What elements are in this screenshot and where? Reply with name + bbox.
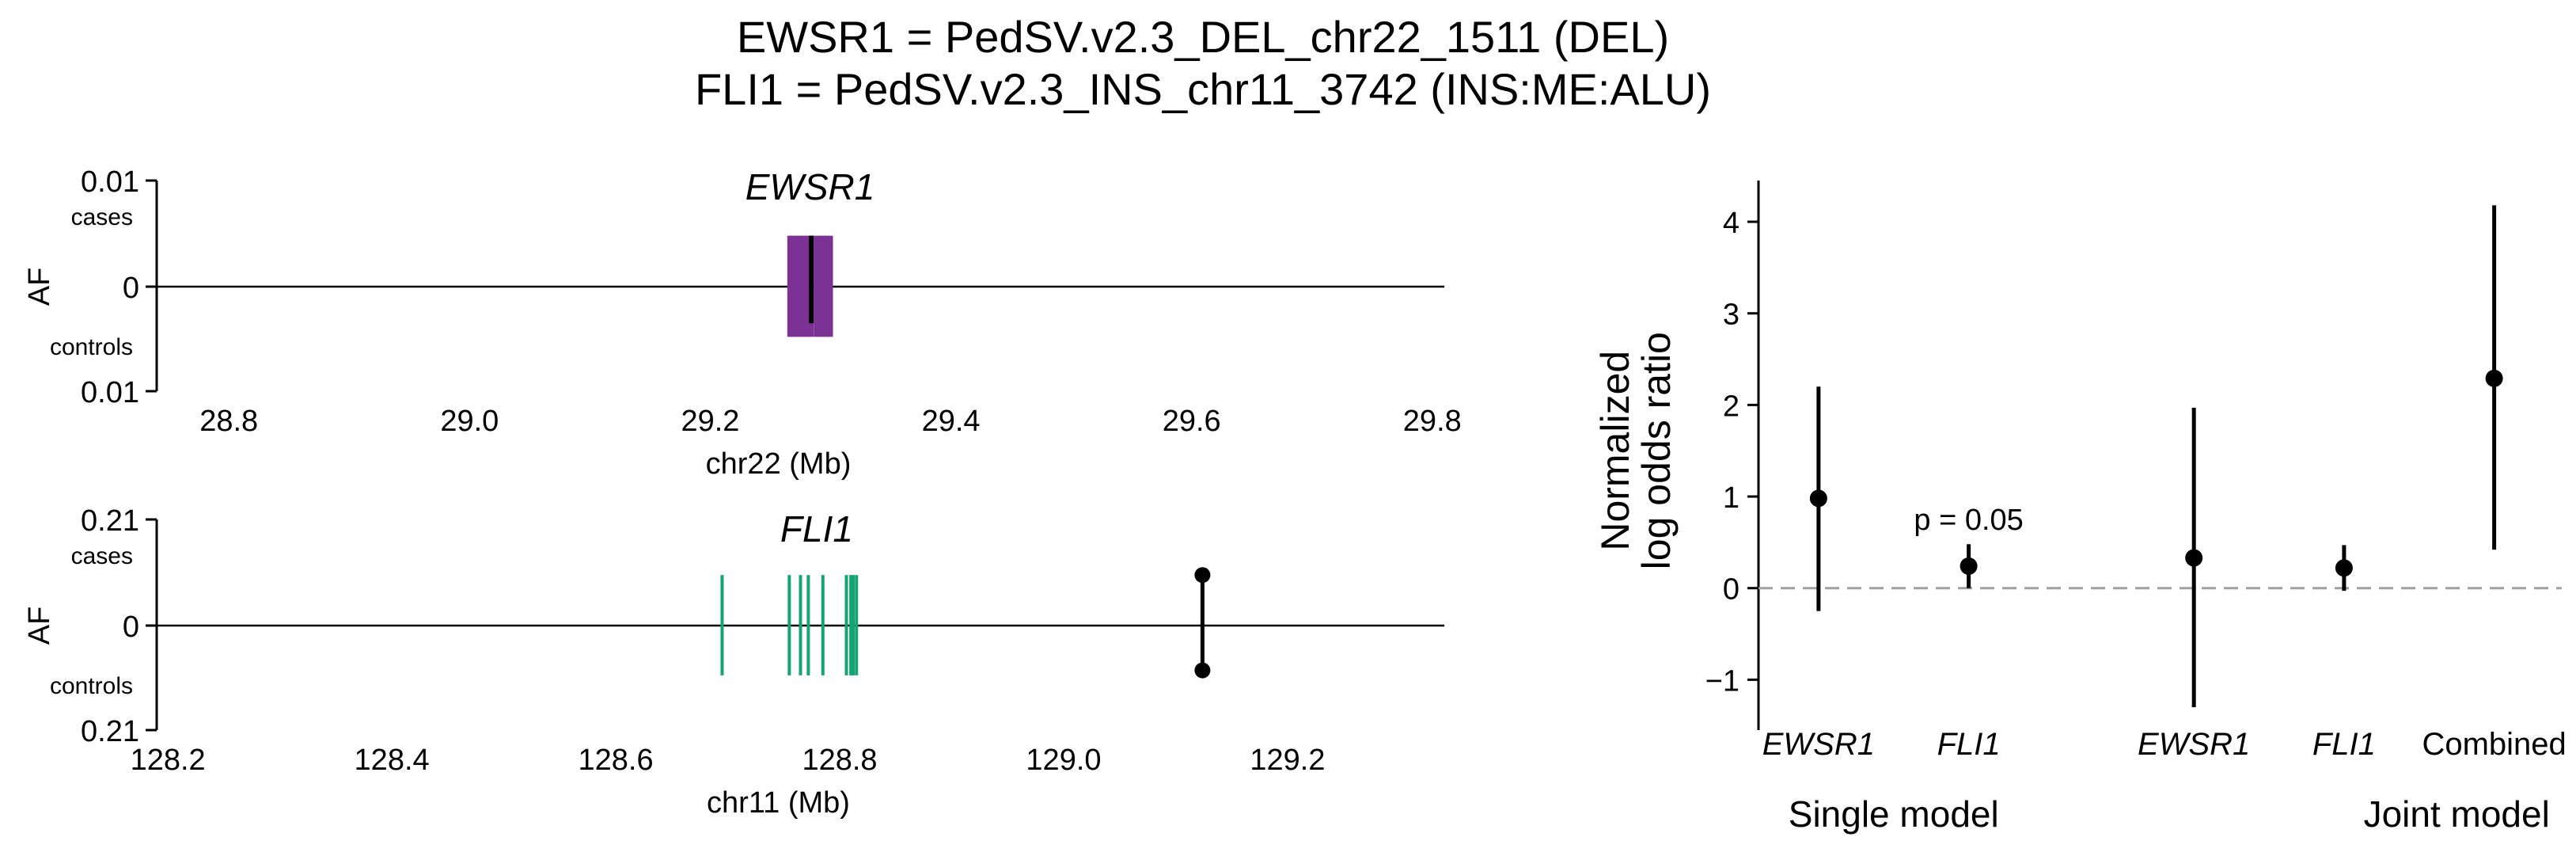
ewsr1-exon bbox=[821, 235, 826, 337]
ewsr1-controls-label: controls bbox=[50, 334, 133, 360]
forest-p-value-annotation: p = 0.05 bbox=[1914, 504, 2023, 537]
forest-y-tick-label: 1 bbox=[1723, 481, 1739, 515]
fli1-y-tick-bottom: 0.21 bbox=[81, 715, 139, 748]
ewsr1-gene-label: EWSR1 bbox=[745, 166, 875, 207]
forest-x-tick-label: EWSR1 bbox=[2138, 727, 2250, 762]
ewsr1-x-tick-label: 29.0 bbox=[440, 405, 499, 438]
fli1-exon bbox=[849, 575, 853, 675]
forest-y-axis-label-line2: log odds ratio bbox=[1634, 332, 1679, 569]
fli1-exon bbox=[806, 575, 810, 675]
fli1-x-tick-label: 129.2 bbox=[1250, 744, 1325, 777]
forest-x-tick-label: FLI1 bbox=[1937, 727, 2001, 762]
fli1-y-tick-top: 0.21 bbox=[81, 504, 139, 538]
fli1-cases-label: cases bbox=[71, 543, 133, 569]
ewsr1-exon bbox=[787, 235, 792, 337]
fli1-x-tick-label: 128.8 bbox=[802, 744, 877, 777]
fli1-locus-panel: 0.21 0 0.21 cases controls AF 128.2 128.4 128.6 1… bbox=[23, 504, 1444, 820]
ewsr1-x-tick-label: 29.6 bbox=[1163, 405, 1221, 438]
ewsr1-x-tick-label: 29.2 bbox=[681, 405, 739, 438]
forest-y-tick-label: −1 bbox=[1705, 664, 1739, 698]
forest-group-label: Joint model bbox=[2364, 793, 2550, 835]
ewsr1-exon bbox=[828, 235, 833, 337]
forest-y-tick-label: 0 bbox=[1723, 573, 1739, 607]
ewsr1-locus-panel: 0.01 0 0.01 cases controls AF 28.8 29.0 29.2 29.4… bbox=[23, 165, 1462, 481]
fli1-variant-cases-point bbox=[1194, 567, 1211, 584]
ewsr1-exon bbox=[791, 235, 796, 337]
forest-y-tick-label: 2 bbox=[1723, 390, 1739, 423]
forest-y-tick-label: 4 bbox=[1723, 207, 1739, 240]
forest-point bbox=[2335, 559, 2353, 577]
figure-title-line2: FLI1 = PedSV.v2.3_INS_chr11_3742 (INS:ME… bbox=[695, 64, 1711, 114]
ewsr1-exon bbox=[794, 235, 799, 337]
ewsr1-x-axis-label: chr22 (Mb) bbox=[706, 447, 852, 481]
fli1-y-axis-label: AF bbox=[23, 607, 56, 645]
forest-x-tick-label: EWSR1 bbox=[1762, 727, 1875, 762]
fli1-x-axis-label: chr11 (Mb) bbox=[707, 786, 850, 820]
fli1-exon bbox=[720, 575, 724, 675]
ewsr1-exon bbox=[805, 235, 810, 337]
fli1-y-tick-zero: 0 bbox=[123, 611, 139, 644]
ewsr1-y-tick-zero: 0 bbox=[123, 272, 139, 305]
fli1-variant-controls-point bbox=[1194, 662, 1211, 679]
fli1-controls-label: controls bbox=[50, 673, 133, 699]
fli1-exon bbox=[787, 575, 791, 675]
forest-x-tick-label: FLI1 bbox=[2312, 727, 2376, 762]
forest-x-tick-label: Combined bbox=[2422, 727, 2566, 762]
ewsr1-cases-label: cases bbox=[71, 204, 133, 230]
forest-point bbox=[2185, 549, 2203, 567]
forest-group-label: Single model bbox=[1789, 793, 1999, 835]
ewsr1-y-tick-top: 0.01 bbox=[81, 165, 139, 199]
ewsr1-x-tick-label: 28.8 bbox=[199, 405, 258, 438]
figure-title-line1: EWSR1 = PedSV.v2.3_DEL_chr22_1511 (DEL) bbox=[737, 12, 1669, 62]
ewsr1-y-tick-bottom: 0.01 bbox=[81, 376, 139, 409]
fli1-gene-label: FLI1 bbox=[780, 508, 853, 550]
forest-y-axis-label-line1: Normalized bbox=[1593, 351, 1637, 551]
ewsr1-y-axis-label: AF bbox=[23, 268, 56, 306]
fli1-x-tick-label: 128.4 bbox=[355, 744, 430, 777]
ewsr1-x-tick-label: 29.4 bbox=[922, 405, 981, 438]
forest-point bbox=[1809, 489, 1827, 508]
fli1-exon bbox=[855, 575, 859, 675]
fli1-exon bbox=[821, 575, 825, 675]
ewsr1-exon bbox=[814, 235, 819, 337]
forest-point bbox=[1960, 557, 1978, 575]
fli1-exon bbox=[799, 575, 802, 675]
forest-point bbox=[2485, 369, 2503, 387]
ewsr1-exon bbox=[798, 235, 803, 337]
ewsr1-exon bbox=[824, 235, 829, 337]
fli1-x-tick-label: 129.0 bbox=[1026, 744, 1101, 777]
fli1-exon bbox=[851, 575, 855, 675]
ewsr1-exon bbox=[817, 235, 822, 337]
fli1-x-tick-label: 128.2 bbox=[131, 744, 206, 777]
ewsr1-exon bbox=[802, 235, 807, 337]
fli1-exon bbox=[844, 575, 848, 675]
ewsr1-x-tick-label: 29.8 bbox=[1403, 405, 1462, 438]
fli1-x-tick-label: 128.6 bbox=[579, 744, 654, 777]
forest-y-tick-label: 3 bbox=[1723, 299, 1739, 332]
